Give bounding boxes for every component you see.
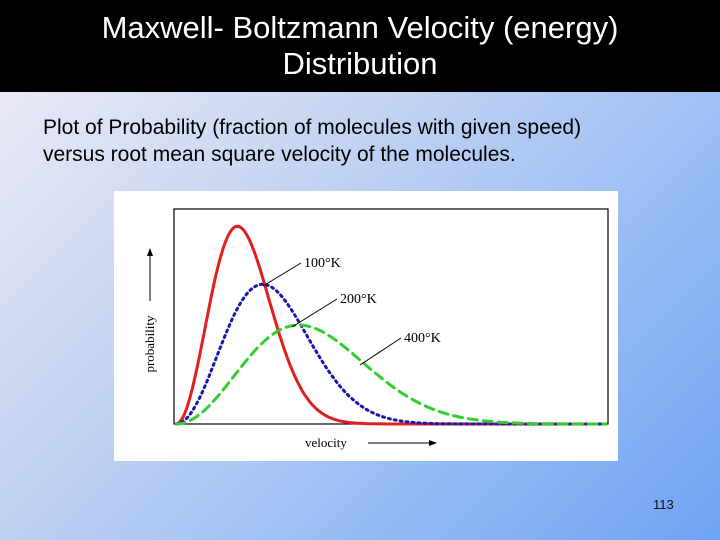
plot-frame — [173, 208, 609, 425]
leader-line-100k — [262, 262, 302, 287]
leader-line-400k — [359, 337, 402, 366]
slide-title-line1: Maxwell- Boltzmann Velocity (energy) — [101, 10, 619, 45]
curve-400k — [174, 323, 608, 426]
slide-title: Maxwell- Boltzmann Velocity (energy) Dis… — [102, 10, 619, 82]
chart-figure: probability velocity 100°K 200°K 400°K — [114, 191, 618, 461]
series-label-200k: 200°K — [340, 292, 377, 307]
slide-title-line2: Distribution — [282, 46, 438, 81]
slide-subtitle-line2: versus root mean square velocity of the … — [43, 143, 516, 166]
page-number: 113 — [653, 497, 674, 512]
leader-line-200k — [291, 298, 338, 328]
series-label-100k: 100°K — [304, 256, 341, 271]
distribution-chart: probability velocity 100°K 200°K 400°K — [142, 208, 609, 450]
x-axis-label: velocity — [305, 435, 347, 450]
y-axis-label: probability — [142, 315, 157, 373]
slide-subtitle-line1: Plot of Probability (fraction of molecul… — [43, 116, 582, 139]
title-bar: Maxwell- Boltzmann Velocity (energy) Dis… — [0, 0, 720, 92]
series-label-400k: 400°K — [404, 331, 441, 346]
slide-subtitle: Plot of Probability (fraction of molecul… — [43, 114, 693, 168]
